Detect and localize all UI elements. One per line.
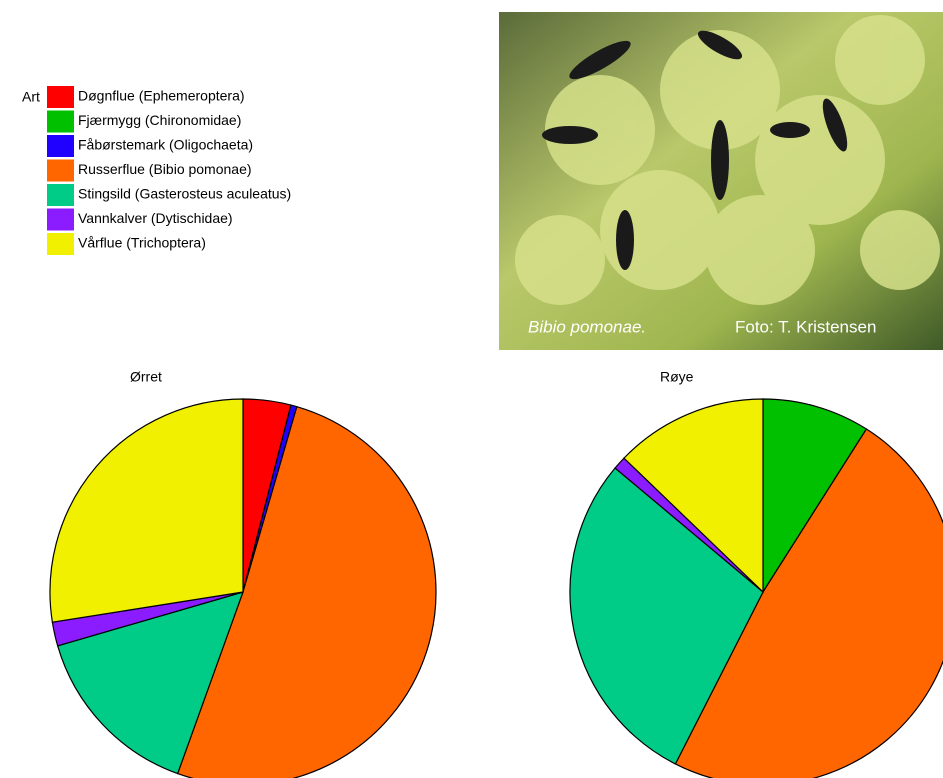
legend-label: Døgnflue (Ephemeroptera) (78, 88, 245, 104)
pie-slice (176, 405, 437, 778)
legend-label: Stingsild (Gasterosteus aculeatus) (78, 186, 291, 202)
legend-swatch (47, 233, 74, 255)
legend-label: Vannkalver (Dytischidae) (78, 210, 233, 226)
photo: Bibio pomonae. Foto: T. Kristensen (499, 12, 943, 350)
pie-slice (49, 398, 244, 623)
pie-slice (674, 428, 943, 778)
legend-label: Vårflue (Trichoptera) (78, 235, 206, 251)
legend-swatch (47, 110, 74, 133)
legend-title: Art (22, 89, 40, 105)
pie-slice (56, 591, 244, 775)
legend-swatch (47, 86, 74, 108)
flies (542, 30, 848, 270)
legend-swatch (47, 208, 74, 231)
photo-caption: Bibio pomonae. (528, 317, 646, 336)
legend-label: Fåbørstemark (Oligochaeta) (78, 137, 253, 153)
pie-slice (569, 467, 764, 765)
legend-label: Fjærmygg (Chironomidae) (78, 112, 241, 128)
legend-swatch (47, 184, 74, 206)
legend-swatch (47, 159, 74, 182)
legend-label: Russerflue (Bibio pomonae) (78, 161, 252, 177)
chart-title: Ørret (130, 369, 162, 385)
pie-slice (762, 398, 868, 595)
flower-clusters (515, 15, 940, 305)
pie-slice (623, 398, 764, 594)
legend-swatch (47, 135, 74, 157)
photo-credit: Foto: T. Kristensen (735, 317, 876, 336)
chart-title: Røye (660, 369, 694, 385)
